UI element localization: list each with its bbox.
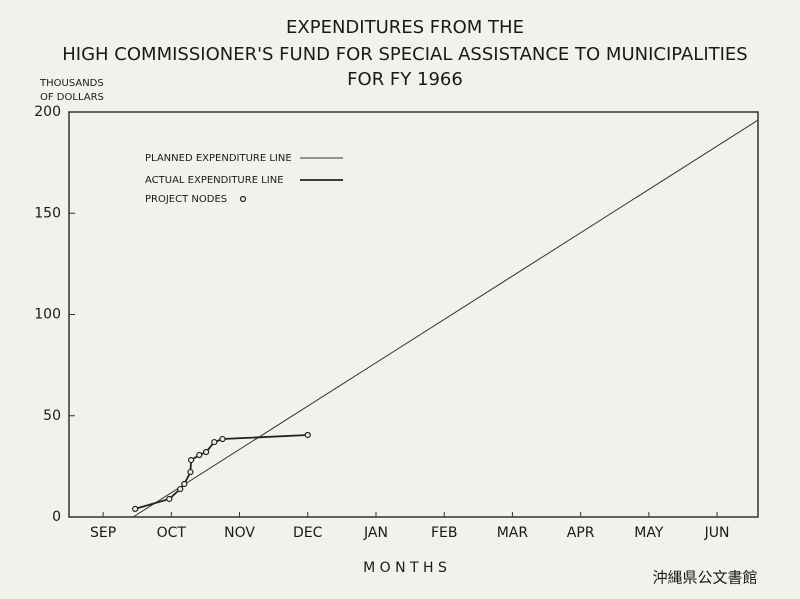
project-node: [166, 495, 173, 503]
y-tick-label: 150: [34, 205, 61, 221]
title-line: EXPENDITURES FROM THE: [286, 17, 524, 38]
title-line: FOR FY 1966: [347, 69, 463, 90]
x-tick-label: DEC: [293, 525, 323, 541]
x-tick-label: SEP: [90, 525, 116, 541]
project-node: [187, 468, 194, 476]
x-tick-label: JUN: [704, 525, 730, 541]
y-label: THOUSANDS: [39, 78, 104, 89]
project-node: [132, 505, 139, 512]
project-node: [304, 431, 311, 439]
x-tick-label: MAY: [634, 525, 664, 541]
x-tick-label: MAR: [497, 525, 529, 541]
x-tick-label: NOV: [224, 525, 255, 541]
project-node: [188, 456, 195, 464]
x-tick-label: APR: [567, 525, 595, 541]
x-label: M O N T H S: [363, 560, 447, 576]
project-node: [196, 451, 203, 459]
x-tick-label: OCT: [157, 525, 187, 541]
project-node: [203, 448, 210, 456]
y-tick-label: 200: [34, 104, 61, 120]
legend-label: PLANNED EXPENDITURE LINE: [145, 153, 292, 164]
y-tick-label: 50: [43, 408, 61, 424]
project-node: [181, 480, 188, 488]
y-tick-label: 0: [52, 509, 61, 525]
legend-label: PROJECT NODES: [145, 194, 227, 205]
legend-node: [239, 195, 247, 203]
series-line: [132, 119, 759, 518]
legend-label: ACTUAL EXPENDITURE LINE: [145, 175, 284, 186]
x-tick-label: JAN: [363, 525, 388, 541]
project-node: [219, 435, 226, 443]
title-line: HIGH COMMISSIONER'S FUND FOR SPECIAL ASS…: [62, 44, 747, 65]
y-label: OF DOLLARS: [40, 92, 104, 103]
y-tick-label: 100: [34, 307, 61, 323]
x-tick-label: FEB: [431, 525, 458, 541]
project-node: [211, 438, 218, 446]
project-node: [177, 485, 184, 493]
watermark: 沖縄県公文書館: [652, 569, 757, 587]
